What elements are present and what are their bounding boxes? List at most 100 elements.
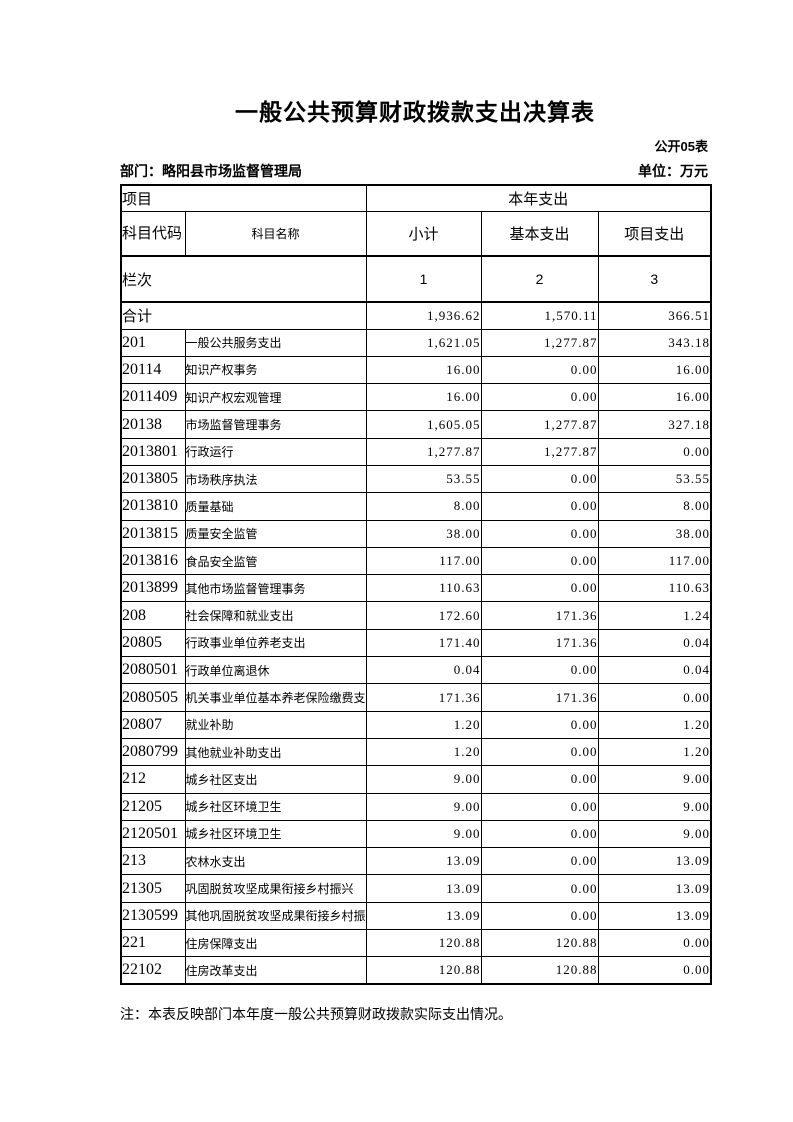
subject-name-cell: 质量基础 [184,492,367,521]
basic-expense-cell: 0.00 [480,765,599,794]
subtotal-cell: 1,277.87 [365,437,482,466]
table-header: 项目 本年支出 科目代码 科目名称 小计 基本支出 项目支出 栏次 1 2 3 [120,184,712,303]
subject-code-cell: 201 [120,328,186,357]
total-row: 合计 1,936.62 1,570.11 366.51 [120,301,712,330]
basic-expense-cell: 120.88 [480,929,599,958]
project-expense-cell: 1.20 [597,737,712,767]
subtotal-cell: 120.88 [365,956,482,985]
total-project-expense-cell: 366.51 [597,301,712,330]
table-row: 2013816 食品安全监管 117.00 0.00 117.00 [120,546,712,576]
subject-name-cell: 城乡社区支出 [184,765,367,794]
subtotal-cell: 0.04 [365,656,482,685]
subject-name-cell: 机关事业单位基本养老保险缴费支出 [184,683,367,712]
table-row: 2080501 行政单位离退休 0.04 0.00 0.04 [120,656,712,685]
subtotal-cell: 1,605.05 [365,410,482,439]
project-expense-cell: 13.09 [597,874,712,903]
project-expense-cell: 16.00 [597,355,712,385]
subtotal-cell: 9.00 [365,765,482,794]
basic-expense-cell: 0.00 [480,546,599,576]
table-row: 2013899 其他市场监督管理事务 110.63 0.00 110.63 [120,574,712,603]
subtotal-cell: 53.55 [365,464,482,494]
header-year-expense-cell: 本年支出 [365,184,712,212]
table-row: 20138 市场监督管理事务 1,605.05 1,277.87 327.18 [120,410,712,439]
subject-code-cell: 2120501 [120,819,186,849]
subtotal-cell: 8.00 [365,492,482,521]
project-expense-cell: 1.20 [597,710,712,739]
project-expense-cell: 0.04 [597,628,712,658]
table-row: 22102 住房改革支出 120.88 120.88 0.00 [120,956,712,985]
total-subtotal-cell: 1,936.62 [365,301,482,330]
subject-code-cell: 2080799 [120,737,186,767]
header-item-cell: 项目 [120,184,367,212]
subtotal-cell: 13.09 [365,847,482,876]
basic-expense-cell: 171.36 [480,628,599,658]
basic-expense-cell: 0.00 [480,874,599,903]
budget-table: 项目 本年支出 科目代码 科目名称 小计 基本支出 项目支出 栏次 1 2 3 [120,184,713,986]
subtotal-cell: 117.00 [365,546,482,576]
subtotal-cell: 9.00 [365,819,482,849]
header-row-columns: 栏次 1 2 3 [120,255,712,303]
project-expense-cell: 9.00 [597,819,712,849]
subtotal-cell: 38.00 [365,519,482,548]
basic-expense-cell: 1,277.87 [480,328,599,357]
header-subject-code-cell: 科目代码 [120,210,186,257]
subject-code-cell: 2013816 [120,546,186,576]
subject-code-cell: 213 [120,847,186,876]
subtotal-cell: 13.09 [365,874,482,903]
subtotal-cell: 171.40 [365,628,482,658]
basic-expense-cell: 0.00 [480,792,599,821]
header-column-index-label-cell: 栏次 [120,255,367,303]
department-label: 部门：略阳县市场监督管理局 [120,163,302,179]
basic-expense-cell: 0.00 [480,383,599,412]
subject-name-cell: 一般公共服务支出 [184,328,367,357]
header-basic-expense-cell: 基本支出 [480,210,599,257]
project-expense-cell: 0.00 [597,956,712,985]
basic-expense-cell: 0.00 [480,574,599,603]
project-expense-cell: 117.00 [597,546,712,576]
total-label-cell: 合计 [120,301,367,330]
subject-code-cell: 20138 [120,410,186,439]
subject-code-cell: 2013899 [120,574,186,603]
subject-name-cell: 质量安全监管 [184,519,367,548]
basic-expense-cell: 0.00 [480,519,599,548]
column-index-2-cell: 2 [480,255,599,303]
unit-label: 单位：万元 [638,163,708,179]
subject-code-cell: 2130599 [120,901,186,931]
column-index-1-cell: 1 [365,255,482,303]
table-row: 2011409 知识产权宏观管理 16.00 0.00 16.00 [120,383,712,412]
subject-name-cell: 巩固脱贫攻坚成果衔接乡村振兴 [184,874,367,903]
project-expense-cell: 0.00 [597,437,712,466]
table-row: 2013801 行政运行 1,277.87 1,277.87 0.00 [120,437,712,466]
subject-code-cell: 2013815 [120,519,186,548]
project-expense-cell: 38.00 [597,519,712,548]
basic-expense-cell: 0.00 [480,901,599,931]
subject-name-cell: 其他市场监督管理事务 [184,574,367,603]
subject-code-cell: 21305 [120,874,186,903]
subject-name-cell: 市场监督管理事务 [184,410,367,439]
table-row: 201 一般公共服务支出 1,621.05 1,277.87 343.18 [120,328,712,357]
basic-expense-cell: 0.00 [480,355,599,385]
project-expense-cell: 16.00 [597,383,712,412]
table-row: 213 农林水支出 13.09 0.00 13.09 [120,847,712,876]
basic-expense-cell: 1,277.87 [480,437,599,466]
table-row: 212 城乡社区支出 9.00 0.00 9.00 [120,765,712,794]
subject-name-cell: 其他就业补助支出 [184,737,367,767]
table-row: 21205 城乡社区环境卫生 9.00 0.00 9.00 [120,792,712,821]
subject-code-cell: 2013801 [120,437,186,466]
header-subject-name-cell: 科目名称 [184,210,367,257]
basic-expense-cell: 0.00 [480,464,599,494]
page-title: 一般公共预算财政拨款支出决算表 [235,99,595,125]
subtotal-cell: 13.09 [365,901,482,931]
subject-code-cell: 21205 [120,792,186,821]
subtotal-cell: 16.00 [365,355,482,385]
doc-number-label: 公开05表 [654,139,708,154]
subtotal-cell: 120.88 [365,929,482,958]
subject-code-cell: 208 [120,601,186,630]
subtotal-cell: 16.00 [365,383,482,412]
table-row: 2013815 质量安全监管 38.00 0.00 38.00 [120,519,712,548]
subject-name-cell: 食品安全监管 [184,546,367,576]
subject-code-cell: 221 [120,929,186,958]
project-expense-cell: 0.04 [597,656,712,685]
subtotal-cell: 9.00 [365,792,482,821]
